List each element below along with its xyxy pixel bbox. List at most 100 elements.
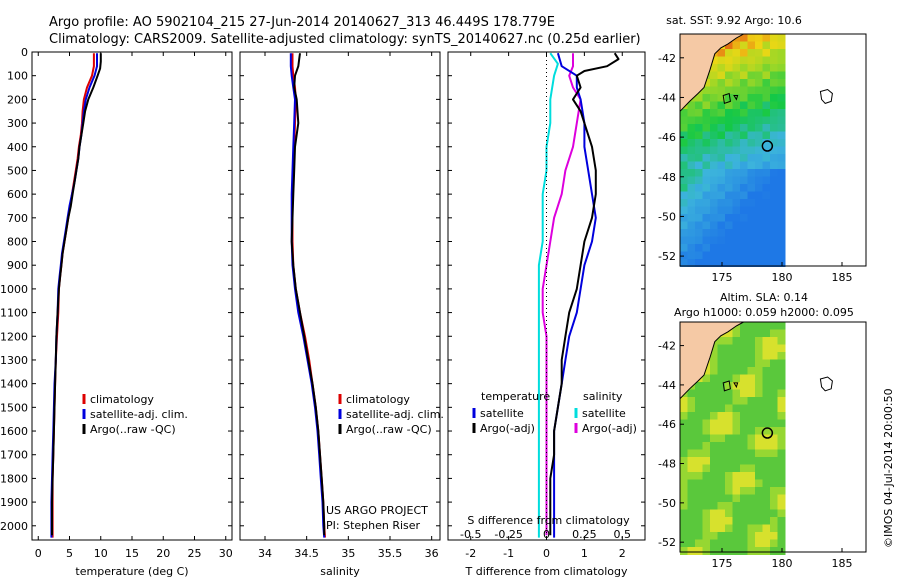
map-cell — [770, 101, 778, 110]
map-cell — [725, 449, 733, 458]
map-cell — [717, 442, 726, 450]
map-cell — [695, 161, 703, 170]
map-cell — [732, 259, 741, 267]
map-cell — [762, 337, 771, 345]
map-cell — [687, 131, 696, 140]
map-cell — [680, 524, 688, 533]
map-cell — [762, 71, 771, 80]
x-tick-label: 30 — [219, 547, 233, 560]
map-cell — [732, 146, 741, 155]
legend-label: climatology — [346, 393, 410, 406]
x-tick-label: 34 — [258, 547, 272, 560]
map-cell — [732, 124, 741, 132]
map-cell — [747, 434, 756, 443]
map-cell — [762, 221, 771, 230]
map-cell — [740, 169, 748, 177]
map-cell — [747, 337, 756, 345]
map-cell — [762, 532, 771, 540]
map-cell — [687, 434, 696, 443]
map-cell — [680, 509, 688, 518]
map-cell — [777, 41, 786, 50]
map-cell — [755, 464, 763, 473]
map-cell — [755, 412, 763, 420]
map-cell — [687, 116, 696, 125]
map-cell — [725, 214, 733, 222]
map-cell — [777, 101, 786, 110]
map-cell — [762, 236, 771, 245]
map-cell — [702, 374, 711, 383]
map-cell — [717, 214, 726, 222]
map-cell — [725, 479, 733, 488]
map-cell — [747, 131, 756, 140]
map-cell — [740, 419, 748, 428]
map-cell — [770, 494, 778, 503]
map-cell — [777, 434, 786, 443]
map-cell — [680, 184, 688, 192]
map-cell — [770, 487, 778, 495]
map-cell — [710, 71, 718, 80]
map-cell — [755, 101, 763, 110]
x-tick-label: 15 — [125, 547, 139, 560]
map-cell — [770, 169, 778, 177]
map-cell — [725, 337, 733, 345]
map-cell — [695, 94, 703, 102]
map-cell — [747, 221, 756, 230]
map-cell — [702, 221, 711, 230]
s-tick-label: 0.5 — [614, 528, 632, 541]
map-cell — [755, 124, 763, 132]
map-cell — [725, 176, 733, 185]
map-cell — [695, 457, 703, 465]
map-cell — [725, 199, 733, 207]
map-cell — [740, 344, 748, 353]
map-cell — [762, 479, 771, 488]
map-cell — [710, 352, 718, 360]
map-cell — [717, 487, 726, 495]
map-cell — [695, 419, 703, 428]
map-cell — [687, 146, 696, 155]
map-cell — [732, 64, 741, 72]
map-cell — [717, 86, 726, 95]
map-cell — [740, 464, 748, 473]
map-cell — [740, 56, 748, 65]
map-cell — [740, 449, 748, 458]
map-cell — [717, 472, 726, 480]
map-cell — [695, 236, 703, 245]
map-cell — [755, 359, 763, 368]
map-cell — [747, 464, 756, 473]
map-cell — [687, 412, 696, 420]
map-cell — [770, 359, 778, 368]
map-cell — [710, 367, 718, 375]
map-cell — [770, 502, 778, 510]
map-cell — [695, 524, 703, 533]
map-cell — [762, 494, 771, 503]
map-cell — [755, 161, 763, 170]
map-cell — [762, 412, 771, 420]
map-cell — [747, 487, 756, 495]
map-cell — [777, 329, 786, 338]
map-cell — [740, 109, 748, 117]
s-axis-label: S difference from climatology — [467, 514, 630, 527]
map-cell — [770, 329, 778, 338]
map-cell — [687, 539, 696, 548]
map-cell — [755, 191, 763, 200]
map-cell — [695, 169, 703, 177]
map-cell — [740, 236, 748, 245]
map-cell — [747, 329, 756, 338]
map-cell — [732, 79, 741, 87]
y-tick-label: 400 — [7, 141, 28, 154]
map-cell — [755, 71, 763, 80]
map-cell — [747, 472, 756, 480]
map-cell — [762, 449, 771, 458]
map-cell — [695, 464, 703, 473]
map-cell — [680, 442, 688, 450]
profile-panel-temperature: 0 5 10 15 20 25 300100200300400500600700800900… — [0, 46, 233, 578]
map-cell — [747, 404, 756, 413]
map-cell — [717, 154, 726, 162]
map-cell — [702, 479, 711, 488]
y-tick-label: 1800 — [0, 472, 28, 485]
y-tick-label: 900 — [7, 259, 28, 272]
map-cell — [747, 494, 756, 503]
map-cell — [710, 374, 718, 383]
map-cell — [732, 251, 741, 260]
map-cell — [732, 176, 741, 185]
